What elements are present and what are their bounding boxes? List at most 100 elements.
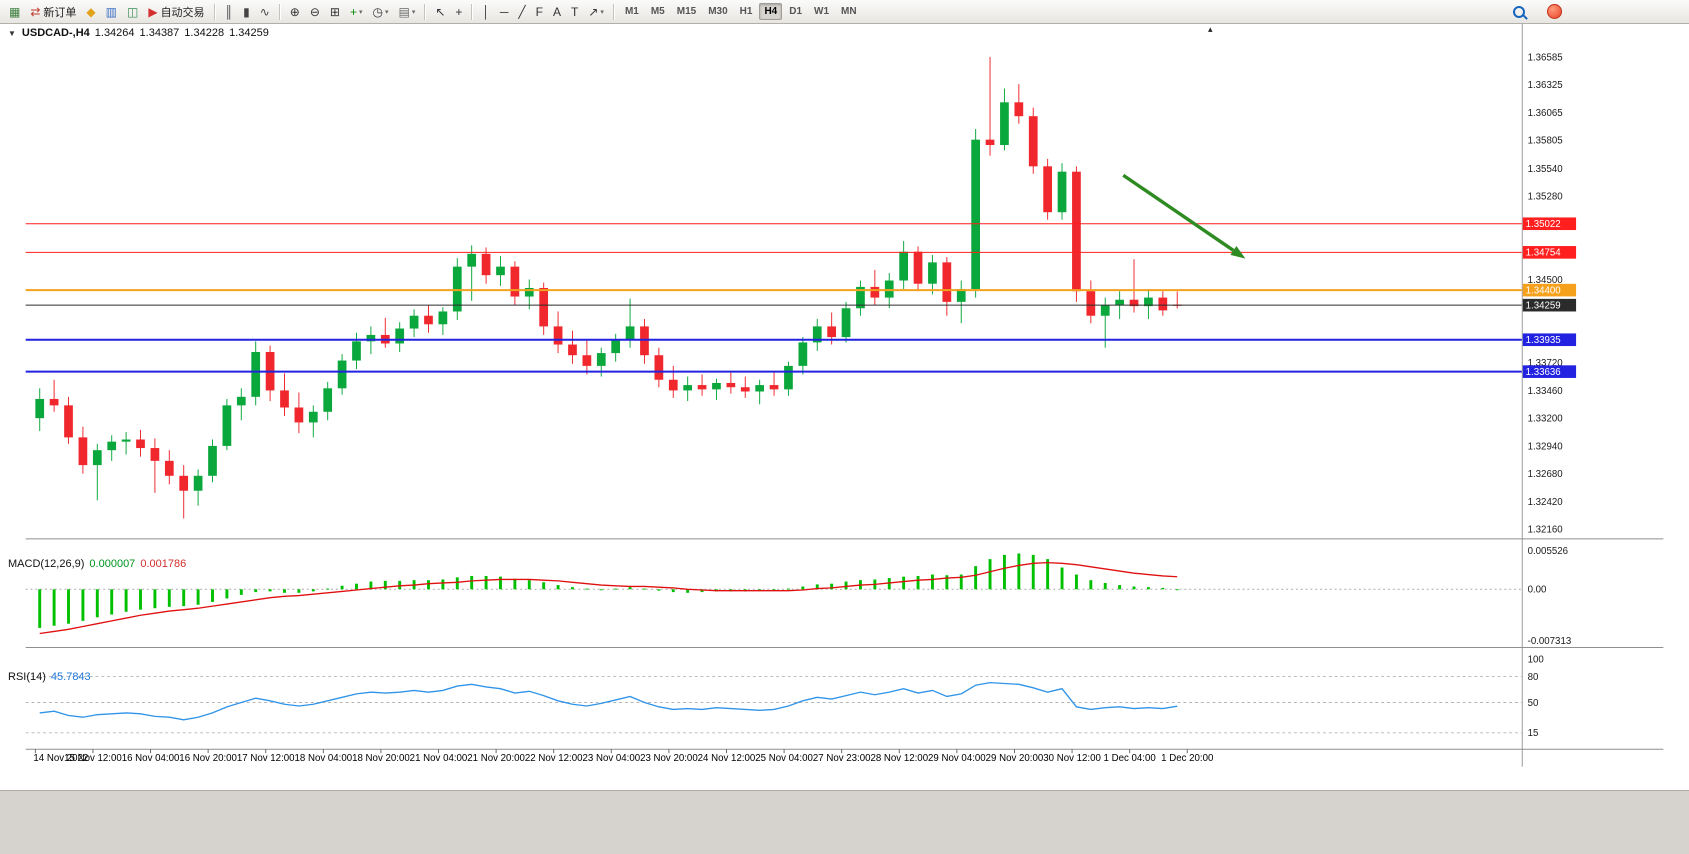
zoom-in-button[interactable]: ⊕ <box>286 1 304 23</box>
candlestick-icon: ▮ <box>243 4 250 19</box>
macd-axis-label: 0.00 <box>1528 585 1547 596</box>
vertical-line-button[interactable]: │ <box>478 1 494 23</box>
vertical-line-icon: │ <box>482 4 490 19</box>
candle <box>582 355 592 366</box>
panel-divider-rsi[interactable] <box>26 646 1664 650</box>
candle <box>251 352 261 397</box>
toolbar-separator <box>213 3 216 20</box>
time-label: 28 Nov 12:00 <box>870 753 928 764</box>
timeframe-w1-button[interactable]: W1 <box>814 6 830 17</box>
bar-chart-button[interactable]: ║ <box>221 1 238 23</box>
crosshair-icon: + <box>455 4 463 19</box>
time-label: 14 Nov 2022 <box>33 753 88 764</box>
fibonacci-button[interactable]: F <box>532 1 547 23</box>
timeframe-m1-button[interactable]: M1 <box>624 6 639 17</box>
price-tick-label: 1.36065 <box>1528 108 1563 119</box>
time-label: 27 Nov 23:00 <box>813 753 871 764</box>
new-order-button[interactable]: ⇄ 新订单 <box>26 1 80 23</box>
candle <box>1086 291 1096 316</box>
market-watch-button[interactable]: ▥ <box>102 1 121 23</box>
tile-windows-button[interactable]: ⊞ <box>326 1 344 23</box>
candle <box>769 385 779 390</box>
timeframe-d1-button[interactable]: D1 <box>789 6 803 17</box>
candle <box>1072 171 1081 292</box>
window-bottom-area <box>0 790 1689 854</box>
text-button[interactable]: A <box>549 1 565 23</box>
community-button[interactable] <box>1543 1 1566 23</box>
time-label: 16 Nov 20:00 <box>179 753 237 764</box>
price-axis[interactable] <box>1523 24 1664 749</box>
dropdown-arrow-icon: ▾ <box>600 8 604 16</box>
candle <box>942 262 952 302</box>
panel-divider-macd[interactable] <box>26 537 1664 541</box>
candle <box>92 450 102 466</box>
cursor-button[interactable]: ↖ <box>431 1 449 23</box>
new-chart-icon: ▦ <box>9 4 21 19</box>
navigator-button[interactable]: ◫ <box>123 1 142 23</box>
time-axis[interactable] <box>26 749 1522 766</box>
candle <box>179 475 189 491</box>
chart-shift-marker[interactable]: ▴ <box>1208 24 1213 34</box>
autotrading-play-icon: ▶ <box>148 4 158 19</box>
price-badge-1.34400: 1.34400 <box>1522 283 1577 297</box>
candle <box>611 340 621 354</box>
candle <box>1144 297 1153 307</box>
timeframe-h1-button[interactable]: H1 <box>739 6 753 17</box>
candle <box>697 385 707 390</box>
price-badge-1.33935: 1.33935 <box>1522 333 1577 346</box>
rsi-axis-label: 50 <box>1528 698 1539 709</box>
price-badge-1.34259: 1.34259 <box>1522 298 1577 312</box>
line-chart-button[interactable]: ∿ <box>256 1 274 23</box>
candle <box>596 353 606 366</box>
candle <box>121 439 131 442</box>
template-icon: ▤ <box>398 4 410 19</box>
dropdown-arrow-icon: ▾ <box>358 8 363 16</box>
timeframe-h4-button[interactable]: H4 <box>759 3 783 20</box>
candle <box>985 139 995 146</box>
timeframe-m15-button[interactable]: M15 <box>676 6 697 17</box>
metaeditor-button[interactable]: ◆ <box>82 1 99 23</box>
time-label: 23 Nov 20:00 <box>640 753 698 764</box>
candle <box>971 139 981 290</box>
macd-axis-label: -0.007313 <box>1528 636 1572 647</box>
chart-canvas[interactable]: 1.36585 1.36325 1.36065 1.35805 1.35540 1.352… <box>0 24 1689 790</box>
add-indicator-icon: + <box>349 4 357 19</box>
trendline-button[interactable]: ╱ <box>514 1 529 23</box>
candle <box>409 315 419 329</box>
search-button[interactable] <box>1509 1 1529 23</box>
price-tick-label: 1.33720 <box>1528 358 1564 369</box>
timeframe-mn-button[interactable]: MN <box>841 6 857 17</box>
timeframe-m5-button[interactable]: M5 <box>650 6 665 17</box>
candle <box>337 360 347 389</box>
diamond-icon: ◆ <box>86 4 96 19</box>
price-tick-label: 1.32680 <box>1528 469 1564 480</box>
candle <box>1158 297 1168 311</box>
candle <box>438 311 448 325</box>
zoom-out-button[interactable]: ⊖ <box>306 1 324 23</box>
candle <box>395 328 405 344</box>
periods-button[interactable]: ◷ ▾ <box>368 1 392 23</box>
horizontal-line-button[interactable]: ─ <box>496 1 513 23</box>
autotrading-button[interactable]: ▶ 自动交易 <box>144 1 208 23</box>
crosshair-button[interactable]: + <box>451 1 466 23</box>
svg-text:1.35022: 1.35022 <box>1526 219 1561 230</box>
text-label-button[interactable]: T <box>567 1 582 23</box>
cursor-icon: ↖ <box>435 4 446 19</box>
macd-signal-line <box>39 561 1178 635</box>
indicators-button[interactable]: + ▾ <box>346 1 367 23</box>
timeframe-m30-button[interactable]: M30 <box>708 6 728 17</box>
time-label: 25 Nov 04:00 <box>755 753 813 764</box>
candle <box>1100 305 1110 316</box>
price-tick-label: 1.36585 <box>1528 52 1563 63</box>
templates-button[interactable]: ▤ ▾ <box>394 1 419 23</box>
candle <box>424 315 433 325</box>
arrows-icon: ↗ <box>588 4 599 19</box>
candlestick-chart-button[interactable]: ▮ <box>239 1 254 23</box>
one-click-trading-toggle[interactable]: ▼ <box>8 28 16 38</box>
candle <box>870 286 880 298</box>
trend-arrow-annotation[interactable] <box>1122 173 1246 259</box>
candle <box>1028 116 1038 167</box>
text-label-icon: T <box>571 4 579 19</box>
new-chart-button[interactable]: ▦ <box>5 1 24 23</box>
arrows-button[interactable]: ↗ ▾ <box>584 1 608 23</box>
